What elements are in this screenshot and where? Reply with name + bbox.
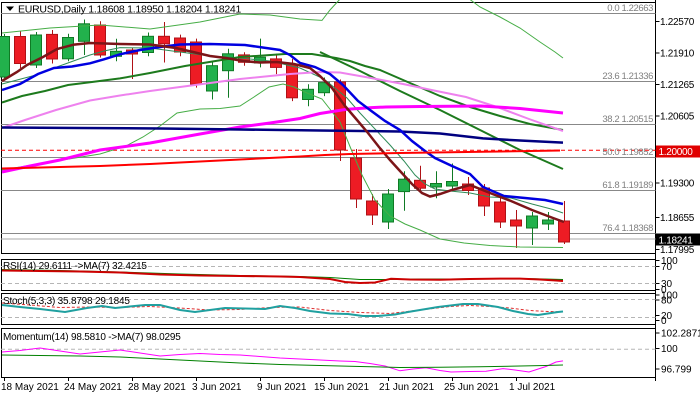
svg-text:1 Jul 2021: 1 Jul 2021 [509, 382, 556, 393]
svg-text:Stoch(5,3,3) 35.8798 29.1845: Stoch(5,3,3) 35.8798 29.1845 [3, 296, 130, 307]
svg-text:25 Jun 2021: 25 Jun 2021 [444, 382, 499, 393]
svg-text:0: 0 [661, 285, 667, 296]
svg-text:50.0 1.19852: 50.0 1.19852 [602, 147, 653, 158]
svg-text:Momentum(14) 98.5810 ->MA(7): Momentum(14) 98.5810 ->MA(7) 98.0295 [3, 332, 181, 343]
svg-text:1.17995: 1.17995 [660, 245, 695, 256]
svg-text:100: 100 [661, 344, 678, 355]
svg-text:70: 70 [661, 262, 673, 273]
svg-text:100: 100 [661, 256, 678, 267]
svg-text:80: 80 [661, 296, 673, 307]
svg-text:30: 30 [661, 279, 673, 290]
svg-text:1.21910: 1.21910 [660, 49, 695, 60]
svg-text:1.21265: 1.21265 [660, 80, 695, 91]
svg-text:20: 20 [661, 311, 673, 322]
svg-text:0.0 1.22663: 0.0 1.22663 [607, 3, 653, 14]
svg-text:1.19300: 1.19300 [660, 179, 695, 190]
svg-text:76.4 1.18368: 76.4 1.18368 [602, 223, 653, 234]
svg-text:96.799: 96.799 [661, 365, 692, 376]
svg-text:RSI(14) 29.6111 ->MA(7) 32.42: RSI(14) 29.6111 ->MA(7) 32.4215 [3, 261, 147, 272]
svg-text:EURUSD,Daily 1.18608 1.18950: EURUSD,Daily 1.18608 1.18950 1.18204 1.1… [18, 4, 241, 16]
svg-text:24 May 2021: 24 May 2021 [64, 382, 122, 393]
svg-text:21 Jun 2021: 21 Jun 2021 [379, 382, 434, 393]
svg-text:9 Jun 2021: 9 Jun 2021 [257, 382, 307, 393]
svg-text:61.8 1.19189: 61.8 1.19189 [602, 180, 653, 191]
svg-text:18 May 2021: 18 May 2021 [1, 382, 59, 393]
svg-text:23.6 1.21336: 23.6 1.21336 [602, 71, 653, 82]
svg-text:1.18655: 1.18655 [660, 213, 695, 224]
svg-text:0: 0 [661, 316, 667, 327]
svg-text:15 Jun 2021: 15 Jun 2021 [314, 382, 369, 393]
svg-text:28 May 2021: 28 May 2021 [128, 382, 186, 393]
svg-text:1.18241: 1.18241 [659, 236, 694, 247]
svg-text:1.20000: 1.20000 [659, 147, 694, 158]
svg-text:1.22570: 1.22570 [660, 17, 695, 28]
svg-text:3 Jun 2021: 3 Jun 2021 [192, 382, 242, 393]
svg-text:38.2 1.20515: 38.2 1.20515 [602, 114, 653, 125]
svg-text:102.2871: 102.2871 [661, 329, 700, 340]
svg-text:100: 100 [661, 291, 678, 302]
svg-text:1.20605: 1.20605 [660, 112, 695, 123]
